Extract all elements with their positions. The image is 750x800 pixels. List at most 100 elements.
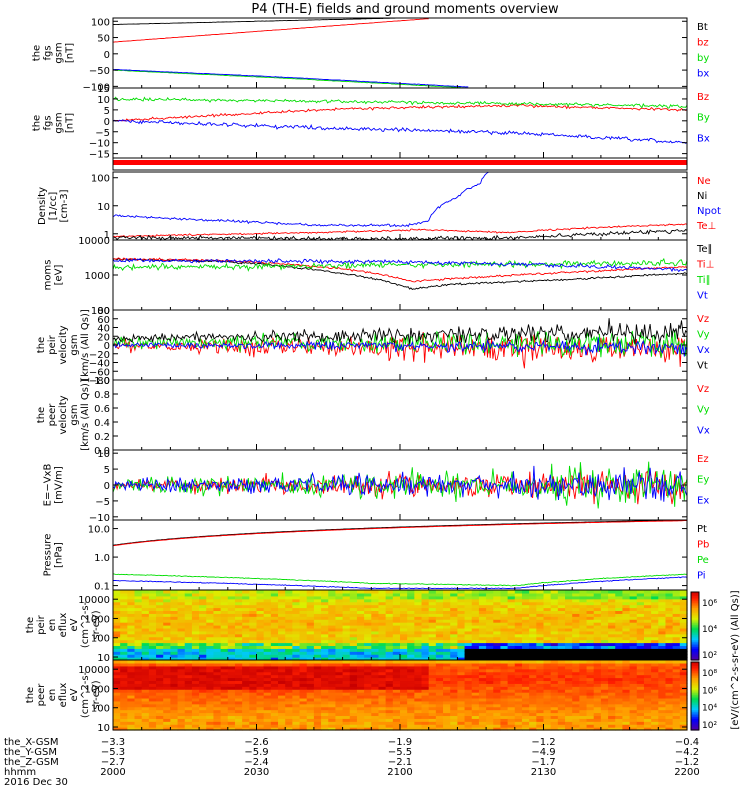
spectrogram-cell [392, 662, 401, 667]
spectrogram-cell [435, 671, 444, 676]
spectrogram-cell [342, 674, 351, 679]
spectrogram-cell [608, 613, 616, 617]
spectrogram-cell [134, 662, 143, 667]
spectrogram-cell [600, 601, 609, 606]
spectrogram-cell [134, 697, 143, 702]
spectrogram-cell [600, 721, 609, 725]
spectrogram-cell [120, 639, 128, 644]
spectrogram-cell [148, 718, 157, 722]
spectrogram-cell [113, 665, 121, 670]
spectrogram-cell [378, 619, 387, 623]
spectrogram-cell [356, 648, 365, 652]
spectrogram-cell [191, 648, 200, 652]
spectrogram-cell [450, 724, 458, 728]
spectrogram-cell [435, 627, 444, 632]
spectrogram-cell [622, 686, 631, 690]
spectrogram-cell [622, 610, 631, 614]
spectrogram-cell [249, 627, 258, 632]
spectrogram-cell [385, 604, 394, 609]
spectrogram-cell [270, 625, 279, 629]
spectrogram-cell [378, 654, 387, 658]
spectrogram-cell [342, 683, 351, 687]
spectrogram-cell [622, 601, 631, 606]
spectrogram-cell [421, 689, 430, 693]
spectrogram-cell [220, 630, 229, 635]
spectrogram-cell [177, 657, 186, 661]
spectrogram-cell [234, 660, 243, 664]
spectrogram-cell [249, 671, 258, 676]
spectrogram-cell [500, 689, 509, 693]
spectrogram-cell [220, 724, 229, 728]
spectrogram-cell [313, 642, 322, 647]
spectrogram-cell [450, 692, 458, 696]
spectrogram-cell [672, 613, 681, 617]
spectrogram-cell [213, 697, 222, 702]
spectrogram-cell [665, 592, 674, 597]
spectrogram-cell [113, 639, 121, 644]
spectrogram-cell [120, 665, 128, 670]
spectrogram-cell [242, 625, 250, 629]
spectrogram-cell [421, 657, 430, 661]
spectrogram-cell [220, 697, 229, 702]
spectrogram-cell [593, 622, 602, 626]
spectrogram-cell [371, 671, 380, 676]
spectrogram-cell [507, 610, 516, 614]
spectrogram-cell [371, 727, 380, 731]
spectrogram-cell [679, 639, 688, 644]
spectrogram-cell [199, 697, 207, 702]
spectrogram-cell [270, 604, 279, 609]
spectrogram-cell [622, 590, 631, 594]
spectrogram-cell [521, 671, 530, 676]
spectrogram-cell [127, 721, 136, 725]
spectrogram-cell [672, 642, 681, 647]
spectrogram-cell [335, 689, 344, 693]
spectrogram-cell [593, 692, 602, 696]
spectrogram-cell [249, 601, 258, 606]
spectrogram-cell [335, 721, 344, 725]
spectrogram-cell [471, 674, 480, 679]
y-tick-label: 10000 [78, 595, 110, 606]
x-tick-label: −5.9 [244, 747, 268, 758]
spectrogram-cell [450, 651, 458, 655]
spectrogram-cell [299, 598, 308, 603]
spectrogram-cell [148, 700, 157, 705]
spectrogram-cell [349, 654, 358, 658]
y-axis-label: the [25, 617, 36, 633]
spectrogram-cell [665, 610, 674, 614]
spectrogram-cell [658, 660, 667, 664]
spectrogram-cell [478, 709, 487, 714]
spectrogram-cell [278, 648, 286, 652]
spectrogram-cell [256, 595, 265, 600]
spectrogram-cell [134, 616, 143, 620]
spectrogram-cell [199, 665, 207, 670]
colorbar-cell [691, 726, 699, 729]
spectrogram-cell [407, 715, 415, 719]
x-tick-label: −1.7 [531, 757, 555, 768]
y-tick-label: 0.8 [94, 390, 110, 401]
spectrogram-cell [615, 697, 624, 702]
spectrogram-cell [550, 671, 559, 676]
spectrogram-cell [184, 607, 193, 612]
spectrogram-cell [629, 630, 638, 635]
spectrogram-cell [321, 592, 329, 597]
spectrogram-cell [184, 697, 193, 702]
spectrogram-cell [536, 724, 545, 728]
spectrogram-cell [378, 712, 387, 717]
spectrogram-cell [206, 662, 215, 667]
spectrogram-cell [378, 662, 387, 667]
spectrogram-cell [557, 654, 566, 658]
spectrogram-cell [356, 598, 365, 603]
spectrogram-cell [414, 665, 423, 670]
spectrogram-cell [593, 657, 602, 661]
spectrogram-cell [658, 662, 667, 667]
spectrogram-cell [120, 668, 128, 673]
spectrogram-cell [400, 680, 408, 684]
spectrogram-cell [651, 727, 659, 731]
spectrogram-cell [270, 724, 279, 728]
spectrogram-cell [385, 677, 394, 682]
spectrogram-cell [679, 660, 688, 664]
spectrogram-cell [127, 668, 136, 673]
spectrogram-cell [471, 686, 480, 690]
spectrogram-cell [227, 619, 236, 623]
spectrogram-cell [371, 633, 380, 638]
